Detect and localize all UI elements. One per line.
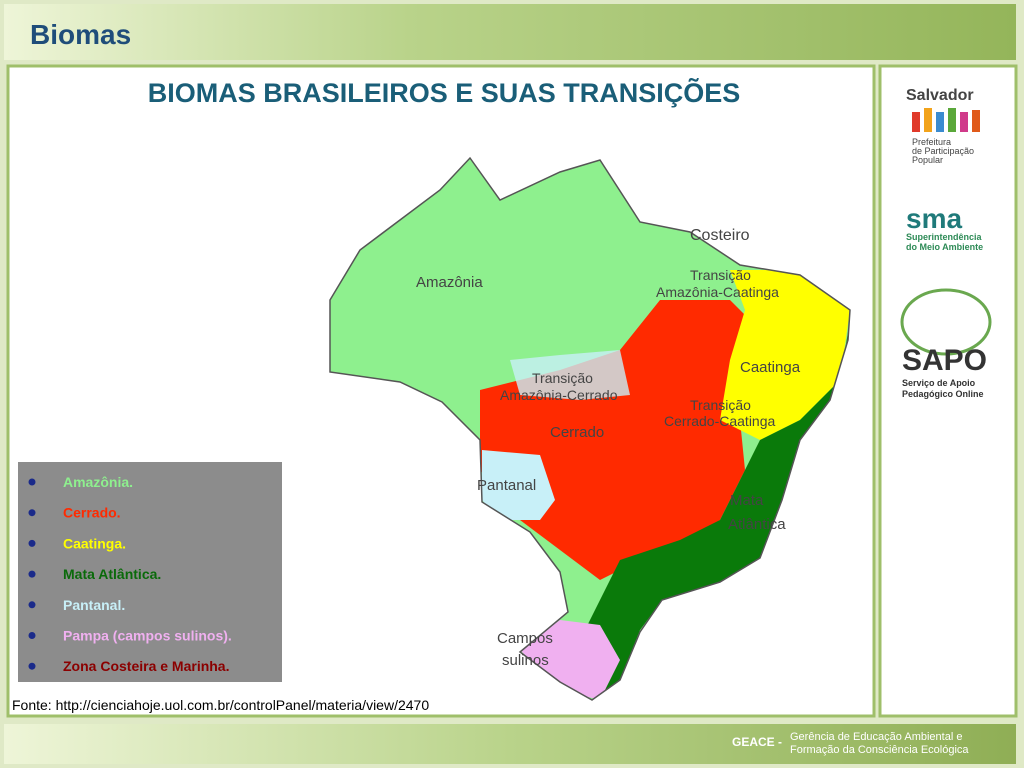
legend-label: Zona Costeira e Marinha. xyxy=(63,658,229,674)
map-label: Transição Amazônia-Cerrado xyxy=(500,370,618,403)
legend-label: Mata Atlântica. xyxy=(63,566,161,582)
map-label: Caatinga xyxy=(740,359,801,376)
pampa-region xyxy=(520,620,620,700)
legend-label: Caatinga. xyxy=(63,535,126,551)
footer-org: GEACE - xyxy=(732,735,782,749)
legend-bullet xyxy=(28,570,36,578)
legend-bullet xyxy=(28,478,36,486)
footer-bar xyxy=(4,724,1016,764)
header-title: Biomas xyxy=(30,19,131,50)
legend-label: Pampa (campos sulinos). xyxy=(63,628,232,644)
logo-subtitle: Prefeitura de Participação Popular xyxy=(912,137,974,165)
legend-box xyxy=(18,462,282,682)
pantanal-region xyxy=(482,450,555,520)
legend-bullet xyxy=(28,662,36,670)
map-label: Transição Amazônia-Caatinga xyxy=(656,267,779,300)
legend-bullet xyxy=(28,632,36,639)
map-outline xyxy=(329,156,851,701)
map-label: Cerrado xyxy=(550,424,604,441)
sidebar-panel xyxy=(878,64,1018,718)
legend-bullet xyxy=(28,509,36,517)
legend-bullet xyxy=(28,539,36,547)
map-label: Pantanal xyxy=(477,477,536,494)
logo-subtitle: Superintendência do Meio Ambiente xyxy=(906,232,983,252)
logo-figures xyxy=(912,108,980,132)
legend-label: Pantanal. xyxy=(63,597,125,613)
map-label: Campos sulinos xyxy=(497,630,553,669)
caatinga-region xyxy=(720,270,850,440)
source: Fonte: http://cienciahoje.uol.com.br/con… xyxy=(12,697,429,713)
map-label: Transição Cerrado-Caatinga xyxy=(664,397,775,429)
logo-title: sma xyxy=(906,203,962,234)
map-label: Costeiro xyxy=(690,227,750,244)
map-label: Mata Atlântica xyxy=(728,492,786,533)
map-label: Amazônia xyxy=(416,274,483,291)
legend-label: Amazônia. xyxy=(63,474,133,490)
logo-title: Salvador xyxy=(906,87,974,104)
logo-subtitle: Serviço de Apoio Pedagógico Online xyxy=(902,378,984,399)
map-labels: Costeiro Amazônia Transição Amazônia-Caat… xyxy=(416,227,801,669)
footer-name: Gerência de Educação Ambiental e Formação… xyxy=(790,731,969,756)
legend: Amazônia. Cerrado. Caatinga. Mata Atlântica… xyxy=(28,474,232,674)
logo-title: SAPO xyxy=(902,344,987,377)
legend-label: Cerrado. xyxy=(63,505,121,521)
header-bar xyxy=(4,4,1016,60)
mata-atlantica-region xyxy=(580,320,850,700)
legend-bullet xyxy=(28,601,36,609)
slide-title: BIOMAS BRASILEIROS E SUAS TRANSIÇÕES xyxy=(148,77,741,108)
logo-frog xyxy=(900,288,992,356)
transition-region xyxy=(510,350,630,400)
cerrado-region xyxy=(480,300,760,580)
